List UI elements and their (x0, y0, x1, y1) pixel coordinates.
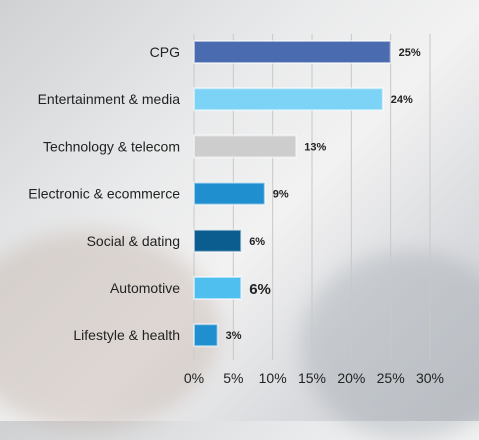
x-tick-label: 25% (377, 370, 405, 386)
bar-chart: CPG Entertainment & media Technology & tel… (28, 34, 444, 386)
value-label: 9% (273, 189, 289, 201)
category-label: Automotive (110, 280, 180, 296)
background-hand-shape (0, 230, 220, 430)
bar (193, 228, 243, 253)
bar (193, 134, 298, 159)
x-tick-label: 10% (259, 370, 287, 386)
x-tick-label: 20% (337, 370, 365, 386)
value-label: 3% (226, 330, 242, 342)
bar (193, 40, 392, 64)
category-label: Technology & telecom (43, 138, 180, 154)
x-tick-label: 30% (416, 370, 444, 386)
bar (193, 323, 219, 348)
category-label: CPG (150, 44, 180, 60)
value-label: 6% (249, 281, 271, 298)
bar (193, 181, 266, 206)
value-label: 24% (391, 94, 413, 106)
x-axis-tick-labels: 0% 5% 10% 15% 20% 25% 30% (184, 370, 444, 386)
background-device-shape (300, 250, 479, 440)
bars (193, 40, 392, 348)
x-tick-label: 0% (184, 370, 204, 386)
category-label: Social & dating (87, 233, 180, 249)
bar (193, 276, 243, 300)
category-labels: CPG Entertainment & media Technology & tel… (28, 44, 180, 343)
category-label: Entertainment & media (38, 91, 181, 107)
x-tick-label: 15% (298, 370, 326, 386)
bar (193, 87, 384, 112)
value-label: 25% (399, 47, 421, 59)
x-tick-label: 5% (223, 370, 243, 386)
category-label: Lifestyle & health (73, 327, 180, 343)
value-label: 6% (249, 236, 265, 248)
value-labels: 25% 24% 13% 9% 6% 6% 3% (226, 47, 421, 342)
value-label: 13% (304, 141, 326, 153)
category-label: Electronic & ecommerce (28, 186, 180, 202)
